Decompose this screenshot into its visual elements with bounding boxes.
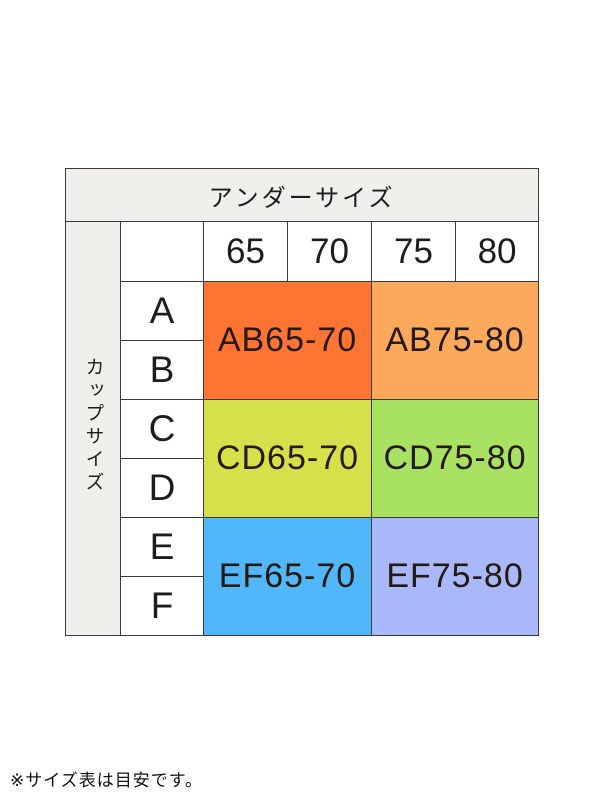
cup-size-axis-label: カップサイズ: [65, 221, 121, 636]
cup-size-f: F: [120, 576, 204, 636]
under-size-75: 75: [371, 221, 456, 282]
cup-size-e: E: [120, 517, 204, 577]
cell-cd75-80: CD75-80: [370, 399, 540, 518]
under-size-80: 80: [454, 221, 540, 282]
size-chart-table: アンダーサイズ カップサイズ 65 70 75 80 A AB65-70 AB7…: [64, 168, 540, 636]
under-size-70: 70: [287, 221, 372, 282]
table-row: F: [66, 576, 539, 636]
empty-corner-cell: [120, 221, 204, 282]
cup-size-b: B: [120, 340, 204, 400]
table-row: E EF65-70 EF75-80: [66, 517, 540, 636]
size-note: ※サイズ表は目安です。: [10, 771, 204, 790]
table-row: B: [66, 340, 539, 400]
table-row: A AB65-70 AB75-80: [66, 281, 540, 400]
cell-ef65-70: EF65-70: [203, 517, 372, 636]
table-row: C CD65-70 CD75-80: [66, 399, 540, 518]
cup-size-d: D: [120, 458, 204, 518]
table-row: アンダーサイズ: [64, 168, 540, 222]
cup-size-a: A: [120, 281, 204, 341]
cell-ab75-80: AB75-80: [370, 281, 540, 400]
cell-ab65-70: AB65-70: [203, 281, 372, 400]
cup-size-c: C: [120, 399, 204, 459]
under-size-header: アンダーサイズ: [64, 168, 540, 222]
cup-size-axis-text: カップサイズ: [82, 356, 104, 495]
table-row: D: [66, 458, 539, 518]
cell-ef75-80: EF75-80: [370, 517, 540, 636]
under-size-65: 65: [203, 221, 288, 282]
table-row: カップサイズ 65 70 75 80: [65, 221, 540, 636]
cell-cd65-70: CD65-70: [203, 399, 372, 518]
